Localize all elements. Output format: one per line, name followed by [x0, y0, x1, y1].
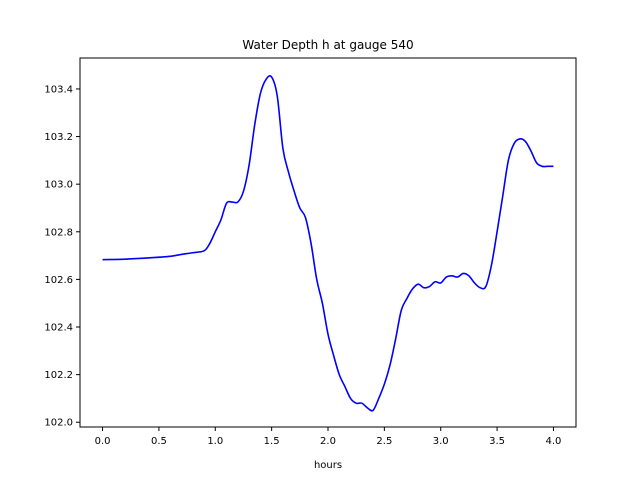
y-tick-label: 102.4	[44, 323, 73, 334]
x-tick-label: 3.5	[489, 436, 505, 447]
chart-title: Water Depth h at gauge 540	[242, 38, 413, 52]
x-tick-label: 1.5	[264, 436, 280, 447]
x-axis-label: hours	[314, 460, 342, 471]
x-tick-label: 3.0	[433, 436, 449, 447]
x-tick-label: 0.5	[151, 436, 167, 447]
y-tick-label: 102.2	[44, 370, 73, 381]
y-tick-label: 103.2	[44, 132, 73, 143]
y-tick-label: 102.6	[44, 275, 73, 286]
x-tick-label: 0.0	[95, 436, 111, 447]
y-tick-label: 102.0	[44, 418, 73, 429]
x-tick-label: 1.0	[207, 436, 223, 447]
series-line-0	[102, 75, 554, 412]
x-tick-label: 2.5	[376, 436, 392, 447]
x-tick-label: 4.0	[546, 436, 562, 447]
x-tick-label: 2.0	[320, 436, 336, 447]
y-tick-label: 102.8	[44, 227, 73, 238]
y-tick-label: 103.0	[44, 180, 73, 191]
y-tick-label: 103.4	[44, 84, 73, 95]
